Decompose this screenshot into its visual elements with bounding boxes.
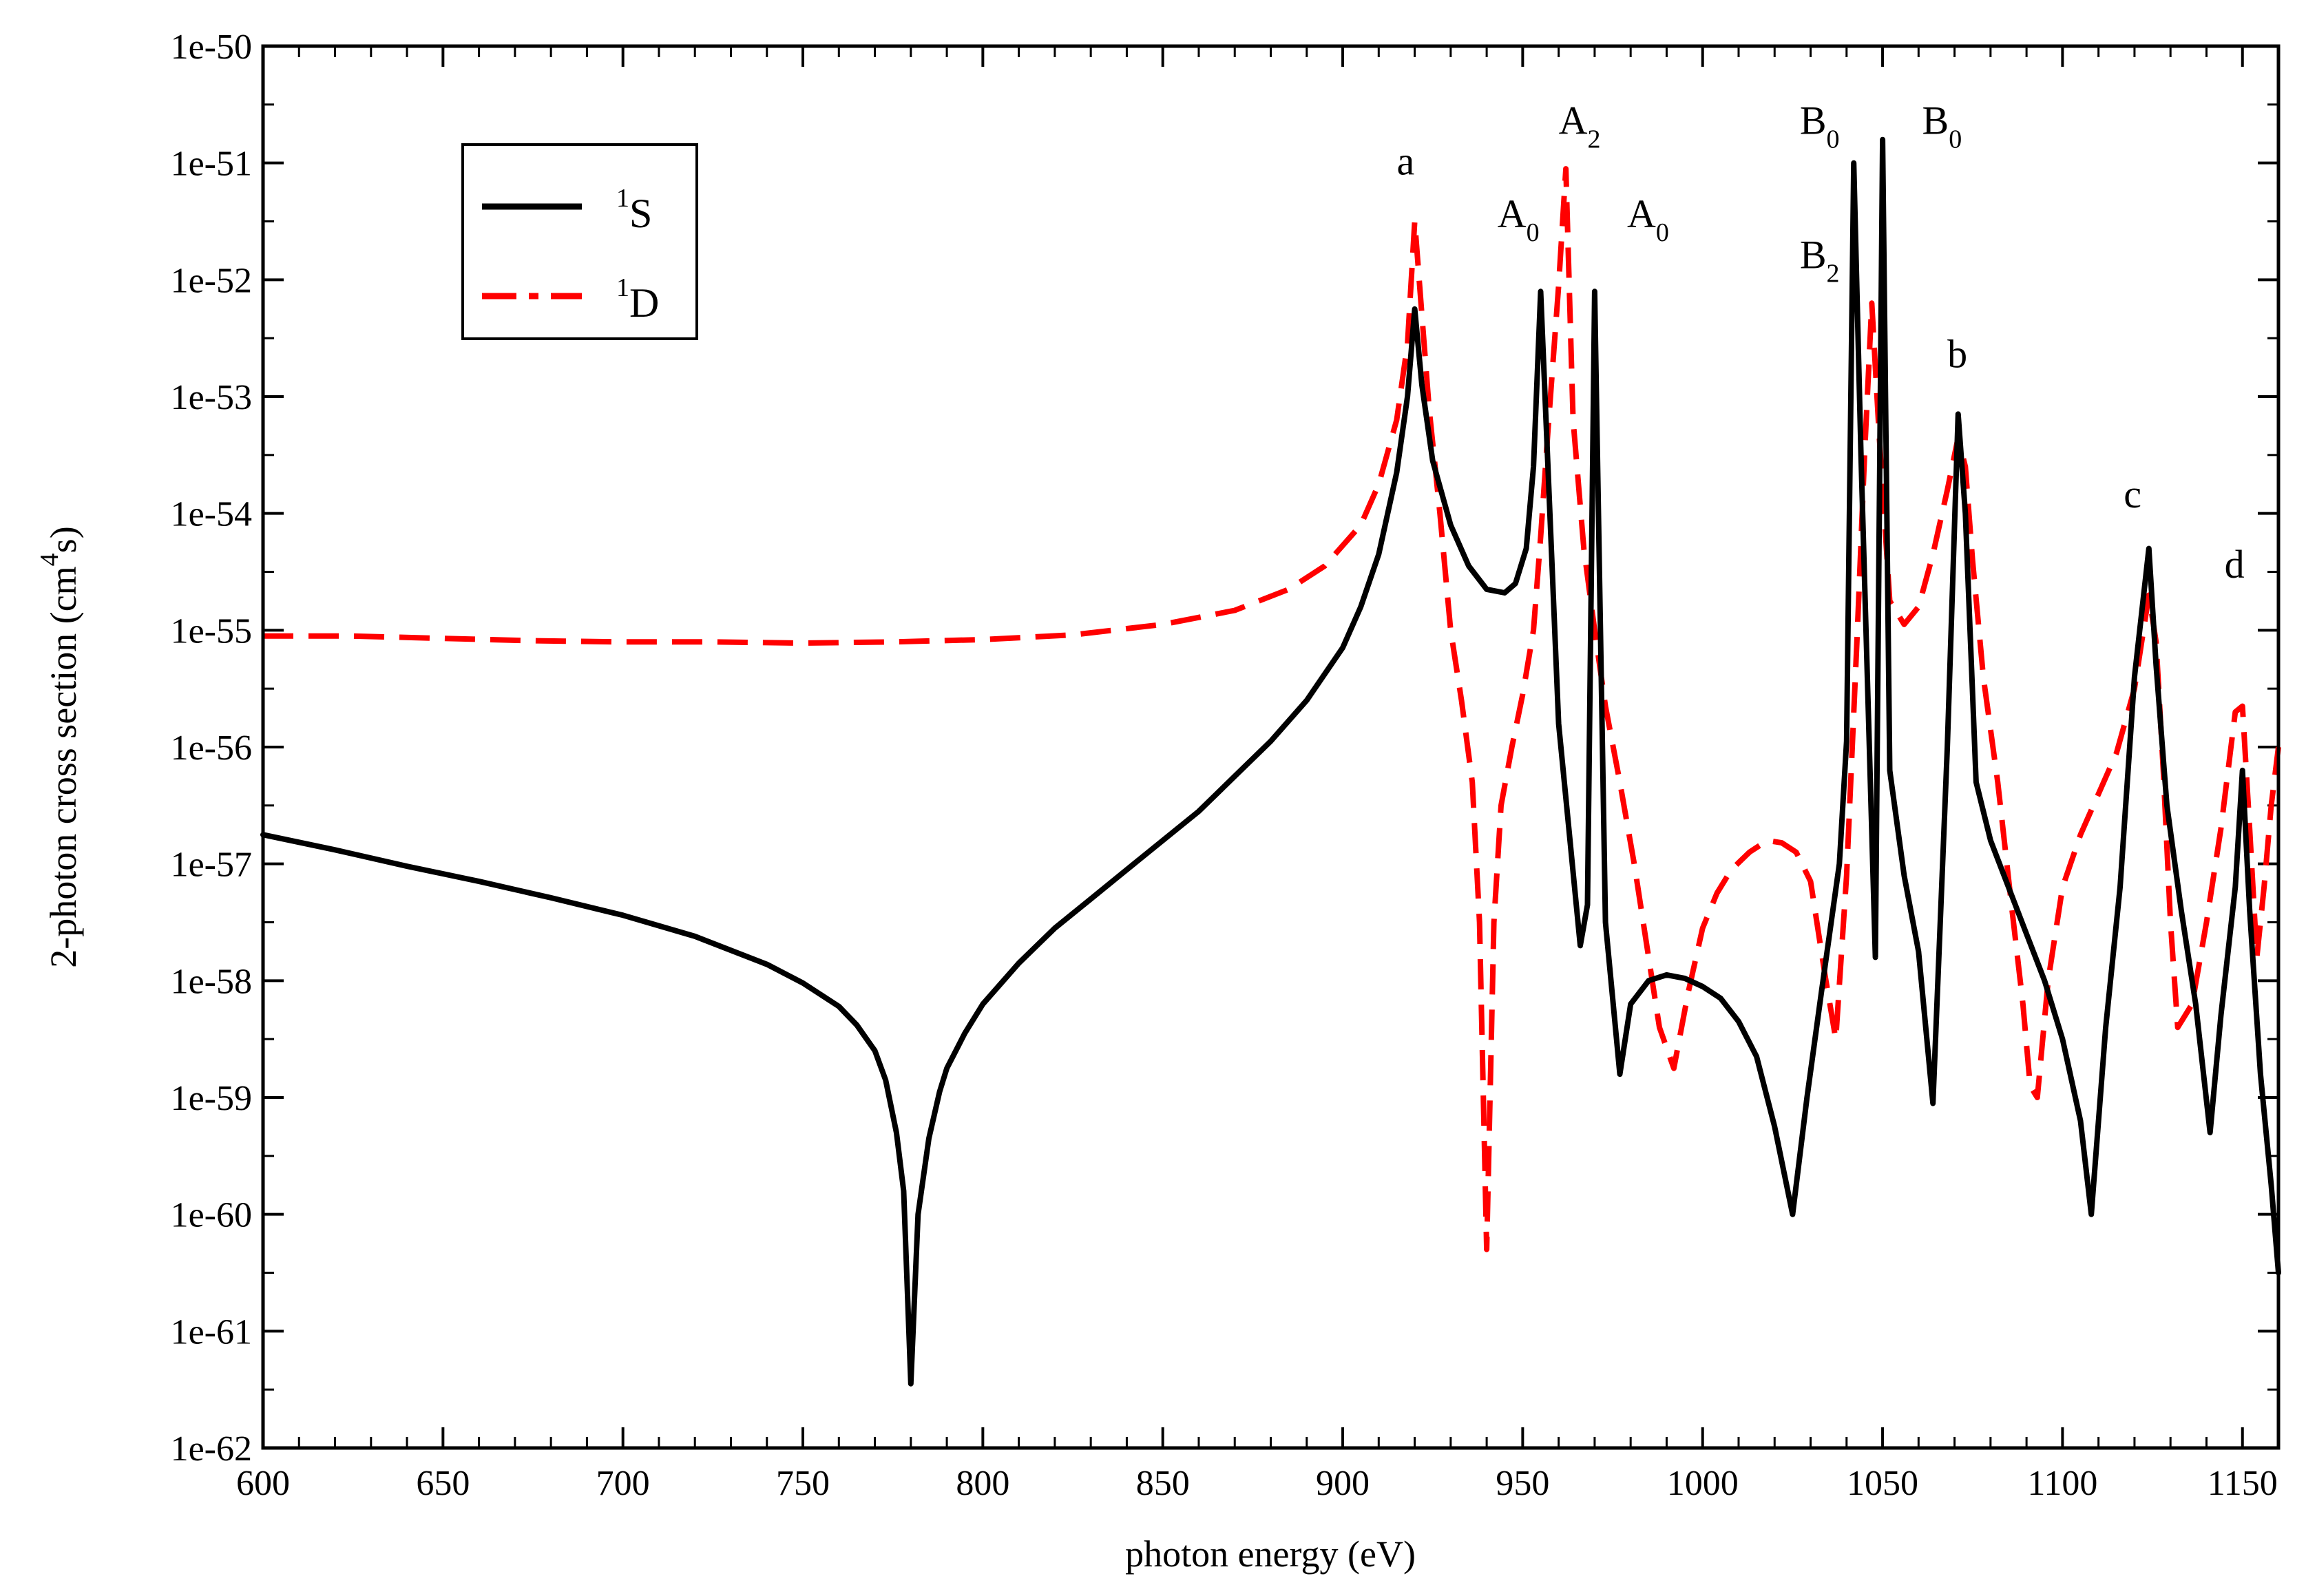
x-tick-label: 1000 <box>1667 1464 1739 1503</box>
y-tick-labels: 1e-62 1e-61 1e-60 1e-59 1e-58 1e-57 1e-56 1e-55… <box>171 28 252 1469</box>
x-tick-label: 700 <box>596 1464 650 1503</box>
x-tick-label: 1100 <box>2027 1464 2097 1503</box>
legend-box <box>461 143 698 340</box>
peak-label-subscript: 2 <box>1588 125 1601 154</box>
x-tick-label: 950 <box>1496 1464 1549 1503</box>
y-axis-title-end: s) <box>43 526 84 553</box>
legend-1s-sup: 1 <box>616 184 629 213</box>
x-tick-label: 750 <box>776 1464 830 1503</box>
peak-label-text: A <box>1498 191 1527 236</box>
x-tick-label: 800 <box>956 1464 1009 1503</box>
peak-label-subscript: 0 <box>1949 125 1962 154</box>
x-tick-label: 1050 <box>1847 1464 1918 1503</box>
y-tick-label: 1e-53 <box>171 378 252 417</box>
peak-label-text: a <box>1396 139 1414 184</box>
peak-label-text: c <box>2124 472 2141 516</box>
y-axis-title-main: 2-photon cross section (cm <box>43 566 84 967</box>
x-tick-label: 900 <box>1316 1464 1370 1503</box>
peak-label: B2 <box>1800 232 1840 288</box>
x-tick-label: 850 <box>1136 1464 1190 1503</box>
y-tick-label: 1e-57 <box>171 846 252 885</box>
peak-label-text: B <box>1922 98 1949 143</box>
peak-label-text: B <box>1800 98 1827 143</box>
peak-label-text: A <box>1627 191 1656 236</box>
peak-label: A2 <box>1559 98 1601 154</box>
y-tick-label: 1e-58 <box>171 962 252 1001</box>
peak-label: B0 <box>1922 98 1962 154</box>
peak-label: A0 <box>1498 191 1540 247</box>
y-tick-label: 1e-62 <box>171 1429 252 1469</box>
legend: 1S 1D <box>461 143 698 340</box>
series-group <box>260 136 2281 1387</box>
y-tick-label: 1e-51 <box>171 145 252 184</box>
x-tick-labels: 600 650 700 750 800 850 900 950 1000 1050 1100 1150 <box>236 1464 2278 1503</box>
peak-label-text: A <box>1559 98 1588 143</box>
peak-label: a <box>1396 139 1414 184</box>
peak-label-subscript: 0 <box>1656 218 1669 247</box>
peak-label: B0 <box>1800 98 1840 154</box>
y-tick-label: 1e-59 <box>171 1079 252 1118</box>
x-axis-title: photon energy (eV) <box>1125 1533 1416 1575</box>
y-tick-label: 1e-61 <box>171 1312 252 1352</box>
y-tick-label: 1e-54 <box>171 495 252 534</box>
legend-label-1s: 1S <box>616 184 652 236</box>
peak-label: c <box>2124 472 2141 516</box>
y-axis-title: 2-photon cross section (cm4s) <box>35 526 84 967</box>
peak-label-text: d <box>2225 542 2245 587</box>
x-tick-label: 1150 <box>2208 1464 2278 1503</box>
legend-1d-sup: 1 <box>616 273 629 302</box>
series-line-1d <box>263 166 2281 1252</box>
peak-label: d <box>2225 542 2245 587</box>
legend-label-1d: 1D <box>616 273 659 326</box>
y-tick-label: 1e-52 <box>171 261 252 300</box>
peak-label-subscript: 2 <box>1827 259 1840 288</box>
peak-label: b <box>1947 332 1967 377</box>
x-tick-label: 650 <box>416 1464 470 1503</box>
y-axis-title-sup: 4 <box>35 553 64 566</box>
y-tick-label: 1e-60 <box>171 1196 252 1235</box>
peak-label-text: b <box>1947 332 1967 377</box>
plot-frame <box>261 44 2281 1450</box>
x-tick-label: 600 <box>236 1464 290 1503</box>
y-tick-label: 1e-50 <box>171 28 252 67</box>
peak-label-subscript: 0 <box>1527 218 1540 247</box>
y-tick-label: 1e-56 <box>171 728 252 768</box>
peak-label-subscript: 0 <box>1827 125 1840 154</box>
y-tick-label: 1e-55 <box>171 611 252 651</box>
peak-label-text: B <box>1800 232 1827 277</box>
legend-1s-text: S <box>629 191 652 236</box>
peak-label: A0 <box>1627 191 1669 247</box>
legend-1d-text: D <box>629 280 659 326</box>
series-line-1s <box>260 136 2281 1387</box>
